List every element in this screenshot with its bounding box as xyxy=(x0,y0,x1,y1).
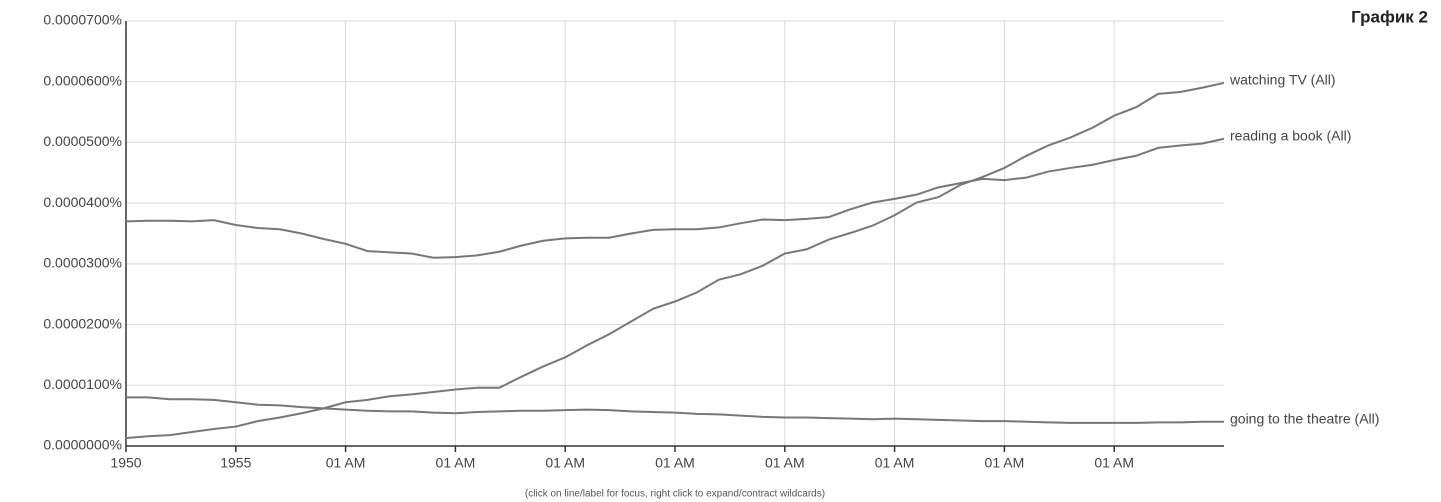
x-tick-label: 01 AM xyxy=(765,455,805,471)
x-tick-label: 01 AM xyxy=(1094,455,1134,471)
series-label[interactable]: going to the theatre (All) xyxy=(1230,410,1379,426)
x-tick-label: 01 AM xyxy=(436,455,476,471)
x-tick-label: 01 AM xyxy=(545,455,585,471)
x-tick-label: 1955 xyxy=(220,455,251,471)
series-line[interactable] xyxy=(125,137,1225,259)
footnote: (click on line/label for focus, right cl… xyxy=(525,489,825,500)
series-line[interactable] xyxy=(126,396,1224,424)
y-tick-label: 0.0000300% xyxy=(43,255,122,271)
y-tick-label: 0.0000700% xyxy=(43,12,122,28)
series-label[interactable]: reading a book (All) xyxy=(1230,127,1351,143)
x-tick-label: 01 AM xyxy=(985,455,1025,471)
x-tick-label: 01 AM xyxy=(326,455,366,471)
y-tick-label: 0.0000200% xyxy=(43,315,122,331)
chart-title: График 2 xyxy=(1351,7,1428,26)
x-tick-label: 01 AM xyxy=(875,455,915,471)
y-tick-label: 0.0000100% xyxy=(43,376,122,392)
series-label[interactable]: watching TV (All) xyxy=(1229,72,1336,88)
y-tick-label: 0.0000500% xyxy=(43,133,122,149)
y-tick-label: 0.0000000% xyxy=(43,437,122,453)
y-tick-label: 0.0000600% xyxy=(43,72,122,88)
x-tick-label: 01 AM xyxy=(655,455,695,471)
series-line[interactable] xyxy=(125,81,1225,440)
y-tick-label: 0.0000400% xyxy=(43,194,122,210)
x-tick-label: 1950 xyxy=(110,455,141,471)
